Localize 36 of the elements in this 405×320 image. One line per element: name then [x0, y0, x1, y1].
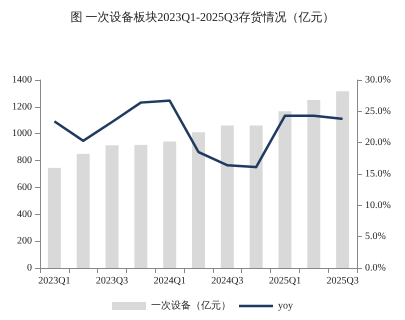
legend-label: 一次设备（亿元） — [151, 300, 231, 312]
y2-tick-label: 25.0% — [365, 106, 391, 117]
y-tick-label: 1200 — [12, 101, 32, 112]
bar — [250, 126, 263, 268]
y2-tick-label: 30.0% — [365, 74, 391, 86]
x-tick-label: 2025Q3 — [326, 276, 359, 286]
x-tick-label: 2025Q1 — [268, 276, 302, 286]
y-tick-label: 600 — [17, 182, 32, 193]
bar — [76, 154, 90, 268]
bar — [163, 142, 176, 268]
x-tick-label: 2024Q3 — [211, 276, 244, 286]
y-tick-label: 1000 — [12, 128, 32, 140]
bar — [278, 111, 292, 268]
line-series — [53, 99, 344, 168]
y-tick-label: 0 — [27, 262, 32, 274]
bar — [220, 126, 234, 268]
bar — [192, 132, 205, 268]
legend-label: yoy — [278, 300, 293, 312]
y2-tick-label: 5.0% — [365, 231, 386, 242]
y-tick-label: 1400 — [12, 74, 32, 86]
y-tick-label: 400 — [17, 208, 32, 220]
bar — [106, 145, 119, 268]
y2-tick-label: 0.0% — [365, 262, 386, 274]
bar — [134, 144, 148, 268]
x-tick-label: 2023Q1 — [38, 276, 71, 286]
chart-title: 图 一次设备板块2023Q1-2025Q3存货情况（亿元） — [70, 10, 335, 24]
bar — [307, 100, 320, 268]
y2-tick-label: 20.0% — [365, 137, 391, 148]
y2-tick-label: 10.0% — [365, 200, 391, 211]
y2-tick-label: 15.0% — [365, 168, 391, 180]
y-tick-label: 200 — [17, 236, 32, 247]
x-tick-label: 2023Q3 — [96, 276, 128, 286]
bar — [48, 168, 61, 268]
x-tick-label: 2024Q1 — [154, 276, 186, 286]
y-tick-label: 800 — [17, 155, 32, 166]
bar — [336, 91, 350, 268]
